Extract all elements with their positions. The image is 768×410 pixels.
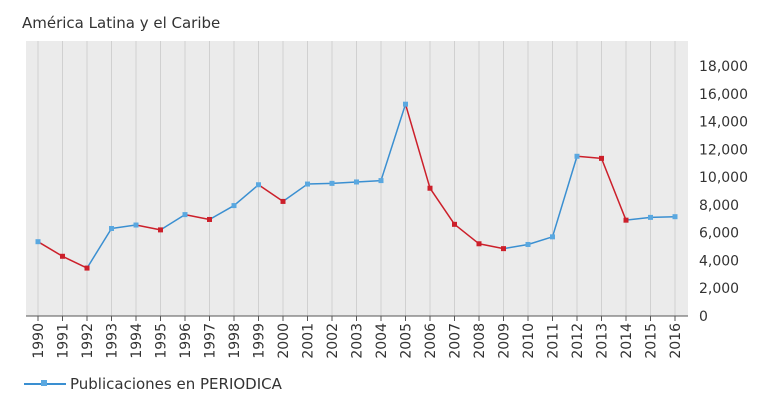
series-segment — [184, 213, 210, 221]
data-point — [574, 153, 580, 159]
x-tick-label: 2011 — [546, 323, 562, 359]
series-segment — [600, 158, 627, 221]
series-segment — [282, 183, 308, 203]
x-tick-label: 2007 — [448, 323, 464, 359]
series-segment — [86, 228, 113, 269]
x-tick-label: 2001 — [301, 323, 317, 359]
y-tick-label: 12,000 — [699, 142, 748, 158]
series-segment — [62, 255, 88, 269]
y-tick-label: 16,000 — [699, 87, 748, 103]
series-segment — [356, 179, 382, 183]
x-tick-label: 2012 — [570, 323, 586, 359]
series-segment — [478, 243, 504, 250]
y-tick-label: 2,000 — [699, 281, 739, 297]
data-point — [84, 265, 90, 271]
series-segment — [209, 204, 235, 221]
data-point — [452, 221, 457, 227]
series-segment — [429, 187, 456, 225]
y-tick-label: 18,000 — [699, 59, 748, 75]
data-point — [672, 214, 678, 220]
x-tick-label: 2000 — [276, 323, 292, 359]
series-segment — [551, 156, 578, 238]
data-point — [60, 253, 65, 259]
legend[interactable]: Publicaciones en PERIODICA — [24, 375, 282, 393]
y-tick-label: 6,000 — [699, 226, 739, 242]
series-segment — [233, 184, 259, 207]
x-tick-label: 2008 — [472, 323, 488, 359]
series-segment — [380, 103, 407, 181]
data-point — [550, 234, 555, 240]
x-tick-label: 2009 — [497, 323, 513, 359]
x-tick-label: 2003 — [350, 323, 366, 359]
x-tick-label: 2014 — [619, 323, 635, 359]
x-tick-label: 2015 — [644, 323, 660, 359]
series-segment — [135, 224, 161, 231]
x-tick-label: 2006 — [423, 323, 439, 359]
series-segment — [625, 216, 651, 221]
series-segment — [307, 182, 333, 185]
x-tick-label: 1996 — [178, 323, 194, 359]
data-point — [525, 241, 531, 247]
data-point — [354, 179, 359, 185]
data-point — [133, 222, 139, 228]
legend-swatch — [24, 377, 66, 391]
series-segment — [454, 223, 480, 245]
x-tick-label: 2002 — [325, 323, 341, 359]
series-segment — [527, 236, 553, 246]
data-point — [501, 246, 506, 252]
data-point — [207, 216, 212, 222]
data-point — [305, 181, 310, 187]
x-tick-label: 1991 — [56, 323, 72, 359]
data-point — [427, 185, 433, 191]
data-point — [599, 155, 604, 161]
data-point — [623, 217, 629, 223]
data-point — [35, 239, 41, 245]
x-tick-label: 1995 — [154, 323, 170, 359]
x-tick-label: 1992 — [80, 323, 96, 359]
x-tick-label: 1993 — [105, 323, 121, 359]
data-point — [378, 178, 384, 184]
data-point — [109, 226, 114, 231]
x-tick-label: 2016 — [668, 323, 684, 359]
y-tick-label: 4,000 — [699, 253, 739, 269]
legend-marker — [41, 380, 47, 386]
series-segment — [404, 103, 431, 189]
x-tick-label: 2013 — [595, 323, 611, 359]
series-segment — [111, 224, 137, 230]
data-point — [158, 227, 163, 233]
data-point — [403, 101, 408, 107]
series-segment — [37, 241, 63, 257]
data-point — [476, 241, 482, 247]
x-tick-label: 2010 — [521, 323, 537, 359]
y-tick-label: 0 — [699, 309, 708, 325]
x-tick-label: 1999 — [252, 323, 268, 359]
x-tick-label: 1998 — [227, 323, 243, 359]
legend-label: Publicaciones en PERIODICA — [70, 375, 282, 393]
y-tick-label: 10,000 — [699, 170, 748, 186]
series-segment — [650, 215, 676, 219]
x-tick-label: 2004 — [374, 323, 390, 359]
y-tick-label: 8,000 — [699, 198, 739, 214]
series-segment — [576, 155, 602, 160]
y-tick-label: 14,000 — [699, 115, 748, 131]
x-tick-label: 2005 — [399, 323, 415, 359]
series-segment — [258, 184, 284, 203]
x-tick-label: 1990 — [31, 323, 47, 359]
data-point — [648, 214, 653, 220]
x-tick-label: 1994 — [129, 323, 145, 359]
line-chart: 1990 1991 1992 1993 1994 1995 1996 1997 1998 1999… — [26, 41, 748, 359]
chart-title: América Latina y el Caribe — [22, 14, 221, 32]
series-segment — [503, 243, 529, 250]
series-segment — [331, 181, 357, 185]
data-point — [182, 212, 188, 218]
data-point — [256, 182, 261, 188]
series-segment — [160, 213, 186, 231]
x-tick-label: 1997 — [203, 323, 219, 359]
data-point — [329, 180, 335, 186]
data-point — [280, 198, 286, 204]
data-point — [231, 203, 237, 209]
